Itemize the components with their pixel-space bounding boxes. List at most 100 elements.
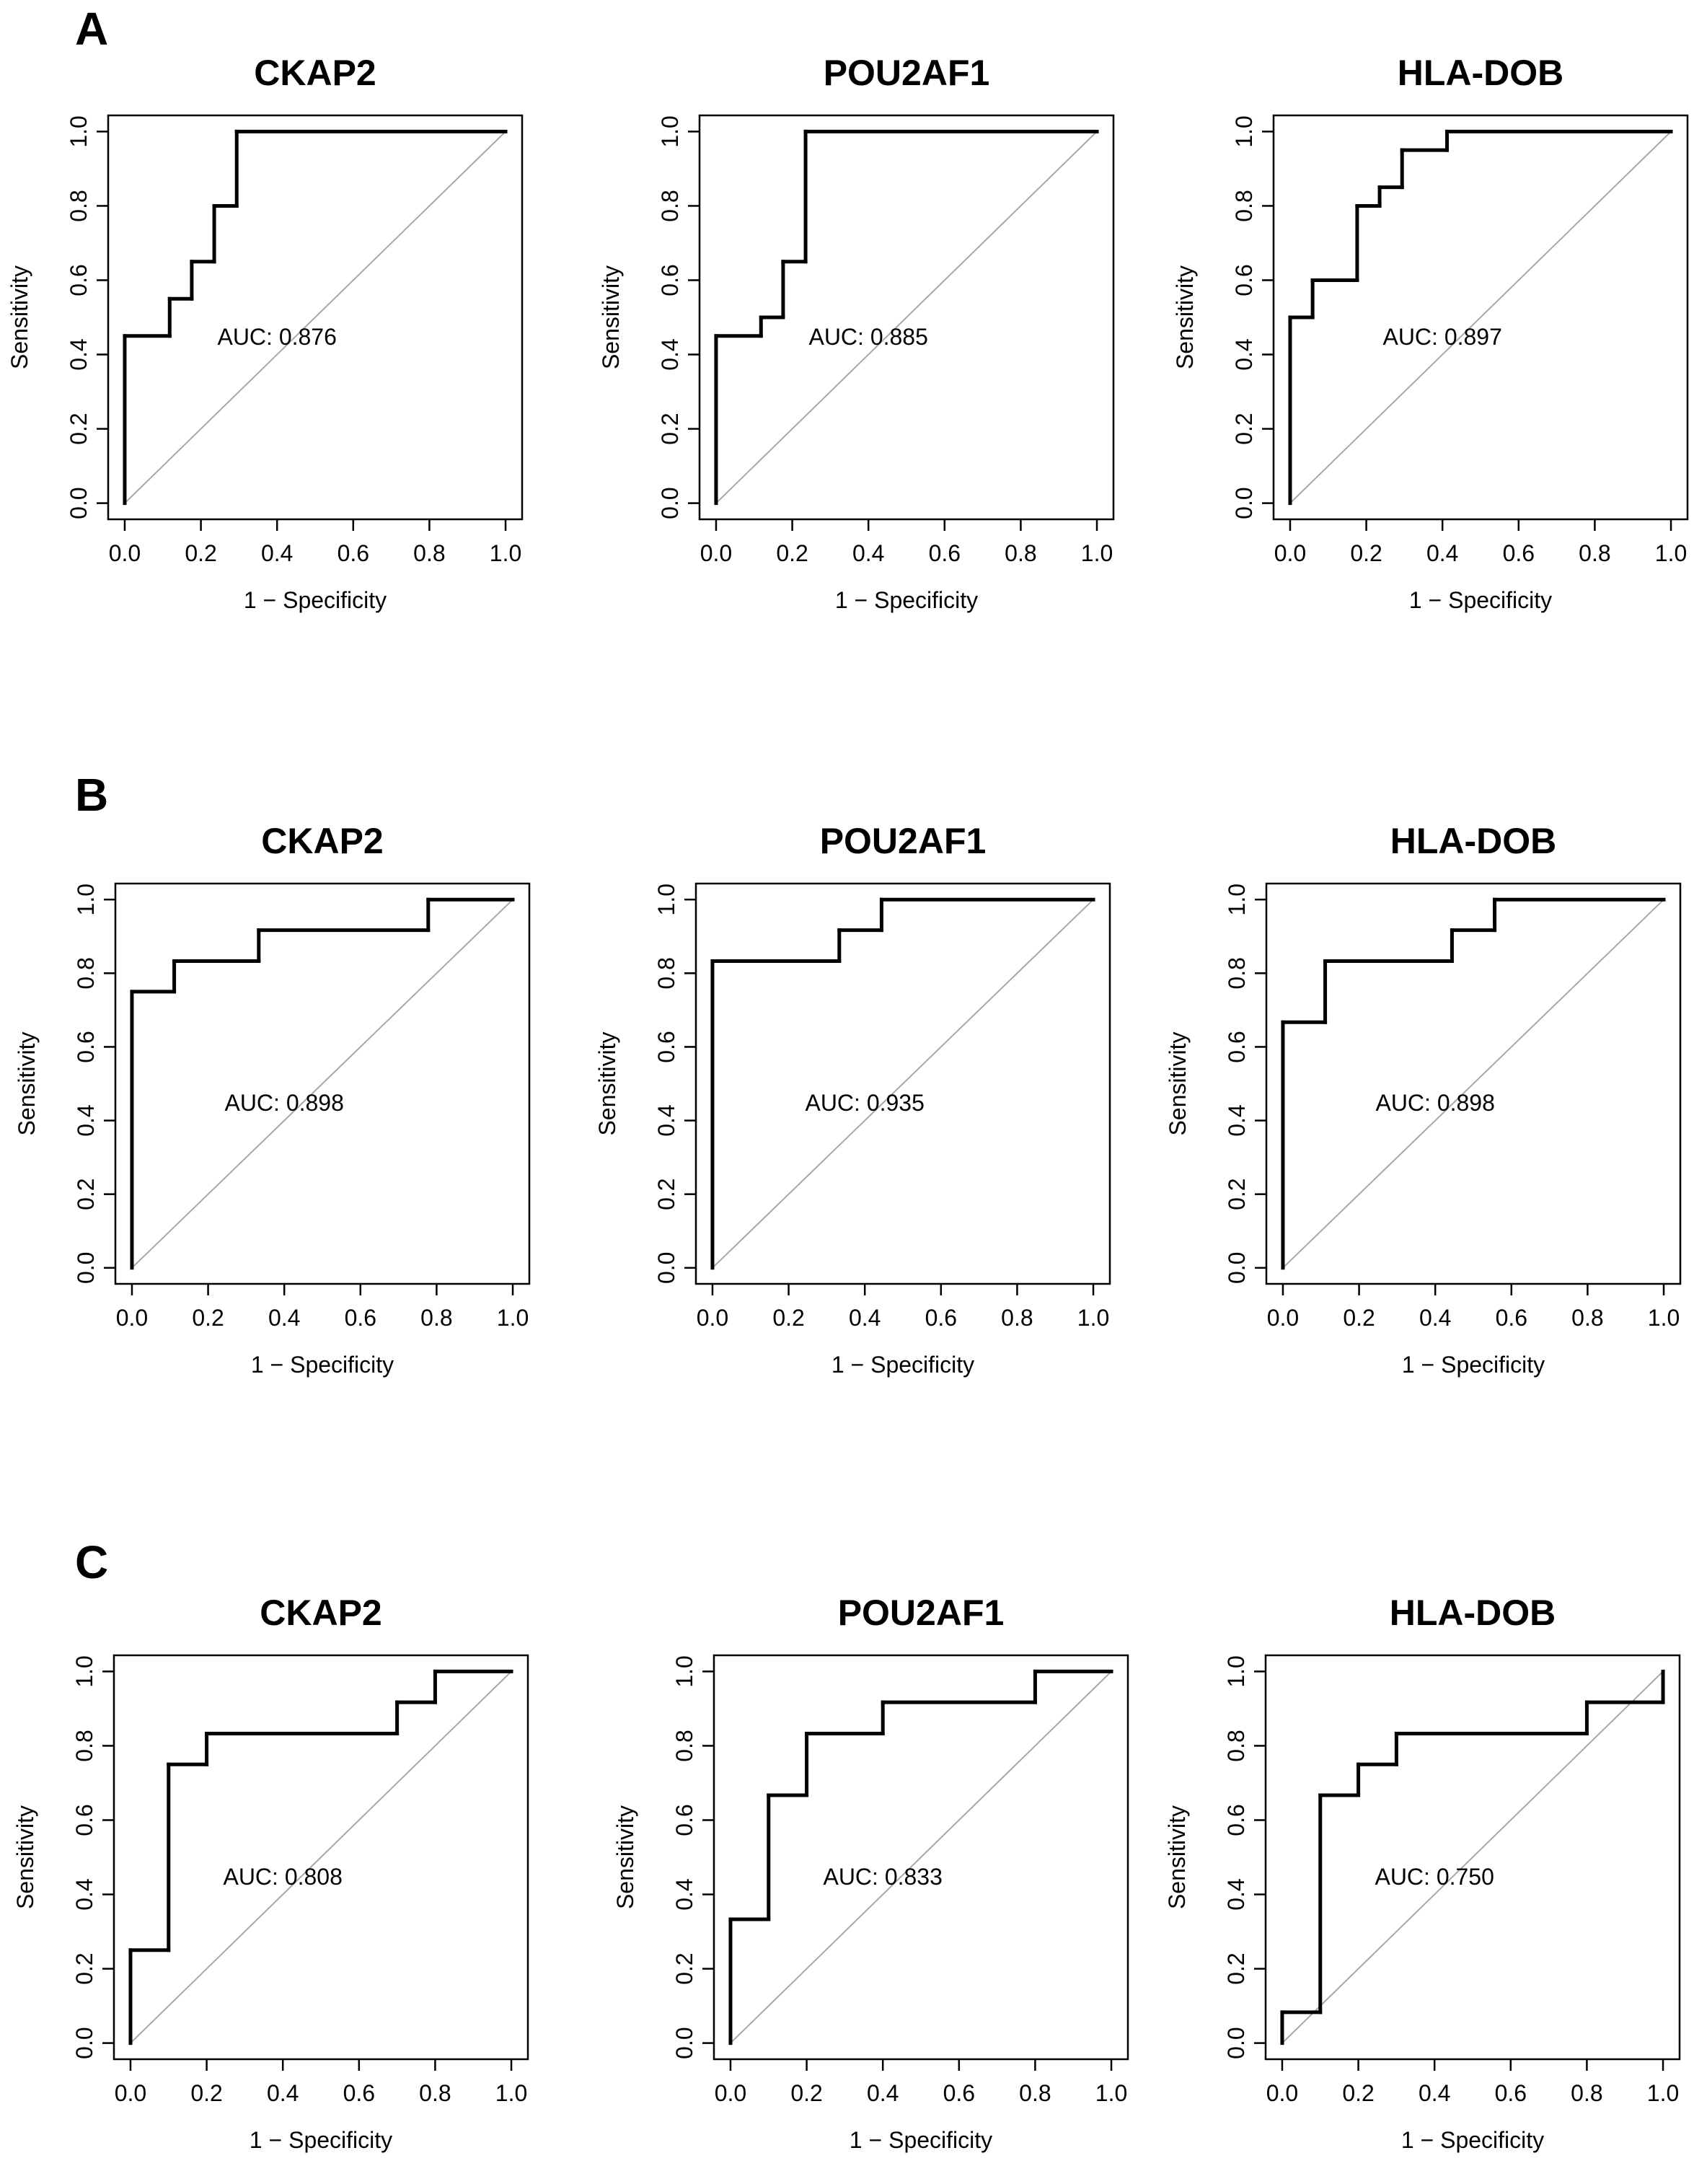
x-axis-label: 1 − Specificity — [251, 1352, 394, 1378]
x-tick-label: 0.8 — [1019, 2080, 1051, 2106]
plot-frame — [114, 882, 531, 1285]
y-tick-label: 0.4 — [1231, 338, 1257, 370]
auc-label: AUC: 0.898 — [224, 1090, 343, 1116]
chart-c-hla-dob: HLA-DOB 0.0 0.0 0.2 0.2 0.4 0.4 0.6 0.6 0.8 0.8 1.0… — [1164, 1593, 1681, 2153]
reference-diagonal — [130, 1670, 512, 2044]
y-tick-label: 1.0 — [671, 1655, 697, 1687]
y-tick-label: 0.2 — [71, 1952, 97, 1984]
y-tick-label: 0.6 — [73, 1031, 99, 1062]
y-tick-label: 0.2 — [653, 1178, 679, 1210]
x-axis-label: 1 − Specificity — [244, 587, 387, 613]
y-axis-label: Sensitivity — [612, 1805, 638, 1909]
y-tick-label: 0.6 — [653, 1031, 679, 1062]
y-tick-label: 0.4 — [657, 338, 683, 370]
x-axis-label: 1 − Specificity — [1402, 1352, 1545, 1378]
auc-label: AUC: 0.833 — [823, 1864, 942, 1890]
y-tick-label: 0.0 — [66, 487, 92, 519]
y-axis-label: Sensitivity — [1165, 1031, 1191, 1135]
x-tick-label: 0.6 — [338, 540, 369, 566]
x-tick-label: 0.2 — [190, 2080, 222, 2106]
y-tick-label: 0.2 — [1223, 1952, 1249, 1984]
x-tick-label: 1.0 — [1648, 1305, 1680, 1331]
x-tick-label: 1.0 — [1077, 1305, 1109, 1331]
x-tick-label: 0.2 — [790, 2080, 822, 2106]
plot-title: HLA-DOB — [1390, 821, 1557, 861]
x-tick-label: 1.0 — [1655, 540, 1687, 566]
x-tick-label: 0.0 — [1267, 1305, 1299, 1331]
y-axis-label: Sensitivity — [14, 1031, 40, 1135]
y-tick-label: 0.2 — [1231, 413, 1257, 444]
y-tick-label: 0.0 — [1224, 1252, 1250, 1284]
x-tick-label: 0.6 — [343, 2080, 375, 2106]
x-tick-label: 0.8 — [1571, 2080, 1602, 2106]
y-tick-label: 1.0 — [1231, 115, 1257, 147]
x-tick-label: 0.4 — [1426, 540, 1458, 566]
y-axis-label: Sensitivity — [598, 265, 624, 369]
chart-c-pou2af1: POU2AF1 0.0 0.0 0.2 0.2 0.4 0.4 0.6 0.6 0.8 0.8 1.0… — [612, 1593, 1129, 2153]
y-tick-label: 0.0 — [653, 1252, 679, 1284]
y-tick-label: 0.8 — [73, 957, 99, 989]
y-tick-label: 0.6 — [66, 264, 92, 296]
y-tick-label: 0.4 — [1223, 1878, 1249, 1910]
reference-diagonal — [1282, 899, 1664, 1269]
y-tick-label: 1.0 — [653, 884, 679, 915]
reference-diagonal — [1289, 131, 1672, 504]
x-tick-label: 0.8 — [1005, 540, 1036, 566]
x-tick-label: 0.6 — [1495, 2080, 1527, 2106]
y-tick-label: 0.0 — [71, 2027, 97, 2058]
y-tick-label: 0.8 — [1223, 1730, 1249, 1761]
y-tick-label: 0.8 — [657, 190, 683, 221]
plot-frame — [698, 114, 1115, 521]
x-tick-label: 0.2 — [776, 540, 808, 566]
x-tick-label: 0.8 — [413, 540, 445, 566]
reference-diagonal — [712, 899, 1094, 1269]
x-tick-label: 0.6 — [1503, 540, 1535, 566]
plot-title: HLA-DOB — [1390, 1593, 1556, 1633]
y-tick-label: 1.0 — [71, 1655, 97, 1687]
x-axis-label: 1 − Specificity — [850, 2127, 992, 2153]
plot-title: POU2AF1 — [824, 53, 990, 93]
y-tick-label: 0.8 — [671, 1730, 697, 1761]
y-tick-label: 1.0 — [66, 115, 92, 147]
x-tick-label: 0.2 — [1342, 2080, 1374, 2106]
plot-frame — [1265, 882, 1682, 1285]
plot-title: CKAP2 — [261, 821, 383, 861]
x-tick-label: 0.2 — [192, 1305, 224, 1331]
y-tick-label: 0.6 — [657, 264, 683, 296]
y-tick-label: 0.6 — [671, 1804, 697, 1836]
x-tick-label: 0.0 — [700, 540, 732, 566]
y-tick-label: 0.4 — [1224, 1104, 1250, 1136]
plot-title: POU2AF1 — [838, 1593, 1005, 1633]
y-tick-label: 0.8 — [653, 957, 679, 989]
plot-frame — [694, 882, 1111, 1285]
y-tick-label: 0.0 — [1231, 487, 1257, 519]
y-axis-label: Sensitivity — [1172, 265, 1198, 369]
x-tick-label: 0.8 — [1571, 1305, 1603, 1331]
x-tick-label: 0.8 — [419, 2080, 451, 2106]
y-tick-label: 0.4 — [653, 1104, 679, 1136]
chart-b-ckap2: CKAP2 0.0 0.0 0.2 0.2 0.4 0.4 0.6 0.6 0.8 0.8 1.0 1.… — [14, 821, 531, 1378]
x-tick-label: 0.4 — [1419, 1305, 1451, 1331]
y-tick-label: 0.2 — [73, 1178, 99, 1210]
x-tick-label: 0.2 — [1350, 540, 1382, 566]
y-tick-label: 0.8 — [66, 190, 92, 221]
chart-a-hla-dob: HLA-DOB 0.0 0.0 0.2 0.2 0.4 0.4 0.6 0.6 0.8 0.8 1.0… — [1172, 53, 1689, 613]
x-tick-label: 0.0 — [1274, 540, 1306, 566]
y-axis-label: Sensitivity — [594, 1031, 620, 1135]
auc-label: AUC: 0.897 — [1382, 324, 1501, 350]
plot-frame — [1272, 114, 1689, 521]
y-tick-label: 0.4 — [671, 1878, 697, 1910]
x-tick-label: 0.4 — [867, 2080, 899, 2106]
y-tick-label: 0.4 — [71, 1878, 97, 1910]
y-tick-label: 0.2 — [671, 1952, 697, 1984]
y-tick-label: 0.2 — [657, 413, 683, 444]
chart-b-hla-dob: HLA-DOB 0.0 0.0 0.2 0.2 0.4 0.4 0.6 0.6 0.8 0.8 1.0… — [1165, 821, 1682, 1378]
x-tick-label: 0.4 — [267, 2080, 299, 2106]
panel-letter-a: A — [75, 3, 108, 55]
y-tick-label: 1.0 — [1223, 1655, 1249, 1687]
y-tick-label: 0.2 — [1224, 1178, 1250, 1210]
plot-title: POU2AF1 — [820, 821, 987, 861]
y-tick-label: 1.0 — [657, 115, 683, 147]
plot-frame — [113, 1654, 529, 2061]
